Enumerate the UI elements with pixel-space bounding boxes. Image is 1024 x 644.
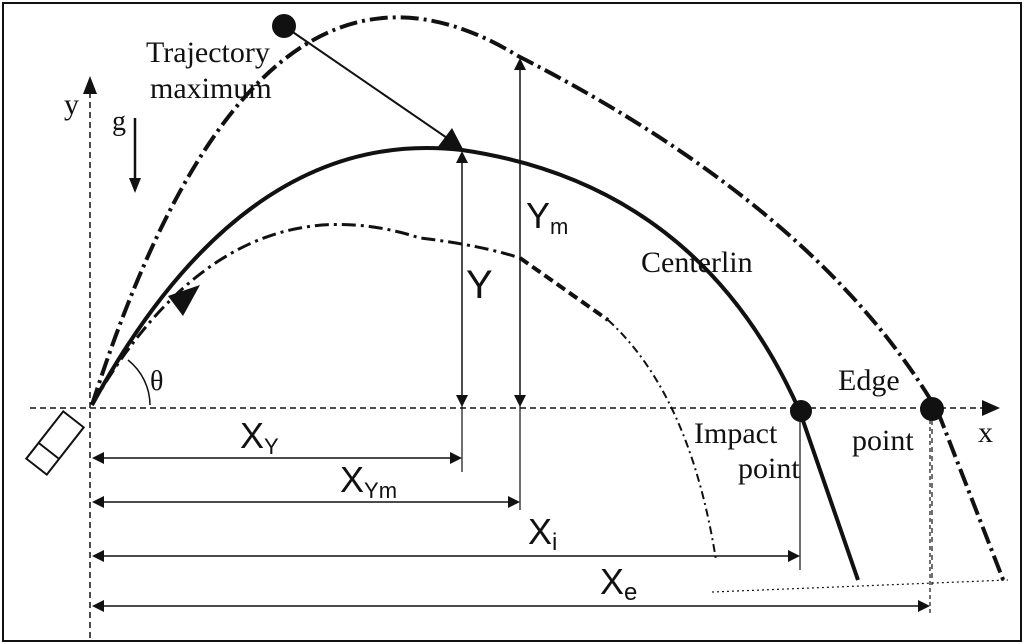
outer-edge-trajectory	[90, 15, 1006, 583]
y-axis-arrowhead	[83, 76, 97, 94]
trajectory-max-arrowhead	[437, 128, 464, 151]
impact-point-label-line1: Impact	[694, 417, 778, 450]
trajectory-max-pointer-line	[283, 25, 451, 141]
trajectory-max-label-line1: Trajectory	[146, 36, 270, 69]
inner-edge-trajectory-dashed	[518, 256, 610, 322]
xym-label: XYm	[340, 459, 397, 503]
centerline-trajectory	[90, 145, 860, 581]
xi-label: Xi	[528, 511, 557, 556]
xi-label-subscript: i	[552, 529, 557, 556]
spread-baseline	[711, 579, 1009, 593]
ym-label: Ym	[526, 195, 568, 239]
xe-label-subscript: e	[624, 579, 637, 606]
centerline-label: Centerlin	[641, 246, 753, 279]
velocity-arrowhead	[168, 285, 200, 316]
y-axis-label: y	[64, 88, 79, 121]
impact-point-label-line2: point	[738, 452, 800, 485]
trajectory-max-label-line2: maximum	[150, 72, 272, 105]
x-axis-arrowhead	[982, 400, 1000, 416]
theta-label: θ	[150, 366, 163, 397]
inner-edge-trajectory-left	[90, 223, 521, 406]
y-height-label: Y	[466, 263, 493, 307]
x-axis-label: x	[978, 416, 993, 449]
edge-point-marker	[920, 397, 944, 421]
edge-point-label-line2: point	[852, 424, 914, 457]
impact-point-marker	[790, 400, 812, 422]
nozzle	[24, 409, 86, 477]
xy-label: XY	[240, 415, 279, 459]
gravity-label: g	[112, 106, 126, 137]
ym-label-subscript: m	[550, 214, 568, 239]
edge-point-label-line1: Edge	[838, 364, 900, 397]
xy-label-subscript: Y	[264, 434, 279, 459]
xe-label: Xe	[600, 561, 637, 606]
xym-label-subscript: Ym	[364, 478, 397, 503]
theta-arc	[127, 359, 151, 406]
gravity-arrowhead	[129, 178, 141, 193]
